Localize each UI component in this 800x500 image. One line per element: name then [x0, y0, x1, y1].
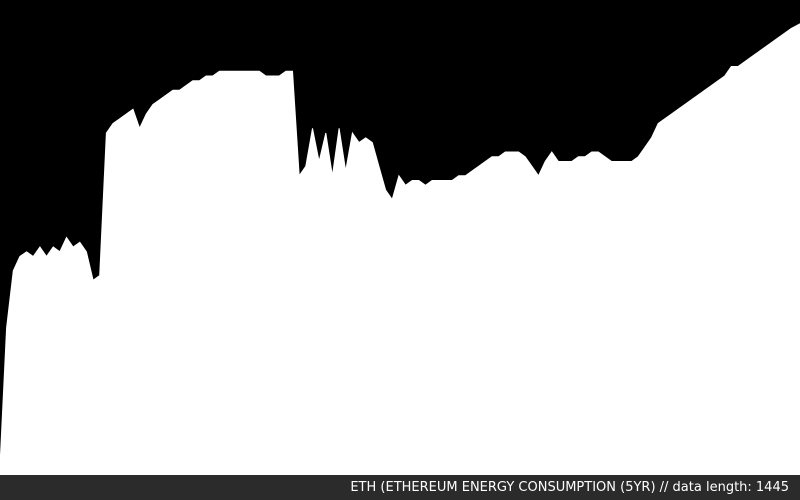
area-series-0 — [0, 23, 800, 475]
chart-caption: ETH (ETHEREUM ENERGY CONSUMPTION (5YR) /… — [350, 480, 789, 495]
area-series-group — [0, 23, 800, 475]
caption-bar: ETH (ETHEREUM ENERGY CONSUMPTION (5YR) /… — [0, 475, 800, 500]
energy-area-chart — [0, 23, 800, 475]
